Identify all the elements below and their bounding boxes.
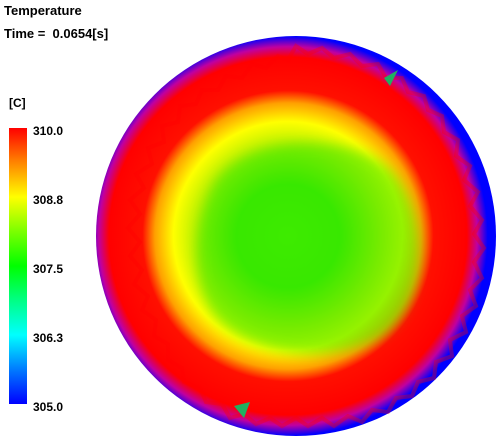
result-title: Temperature: [4, 3, 82, 18]
artifact-top: [384, 70, 398, 86]
time-readout: Time = 0.0654[s]: [4, 26, 109, 41]
artifact-bottom: [234, 402, 250, 418]
rim-edge: [125, 43, 487, 429]
legend-tick-4: 306.3: [33, 331, 64, 345]
legend-tick-min: 305.0: [33, 400, 64, 414]
legend-tick-mid: 307.5: [33, 262, 64, 276]
core-region: [197, 143, 420, 354]
legend-tick-2: 308.8: [33, 193, 64, 207]
legend-tick-max: 310.0: [33, 124, 64, 138]
color-legend-bar: [9, 128, 27, 404]
temperature-contour-plot: [96, 36, 496, 436]
legend-unit: [C]: [9, 96, 26, 110]
